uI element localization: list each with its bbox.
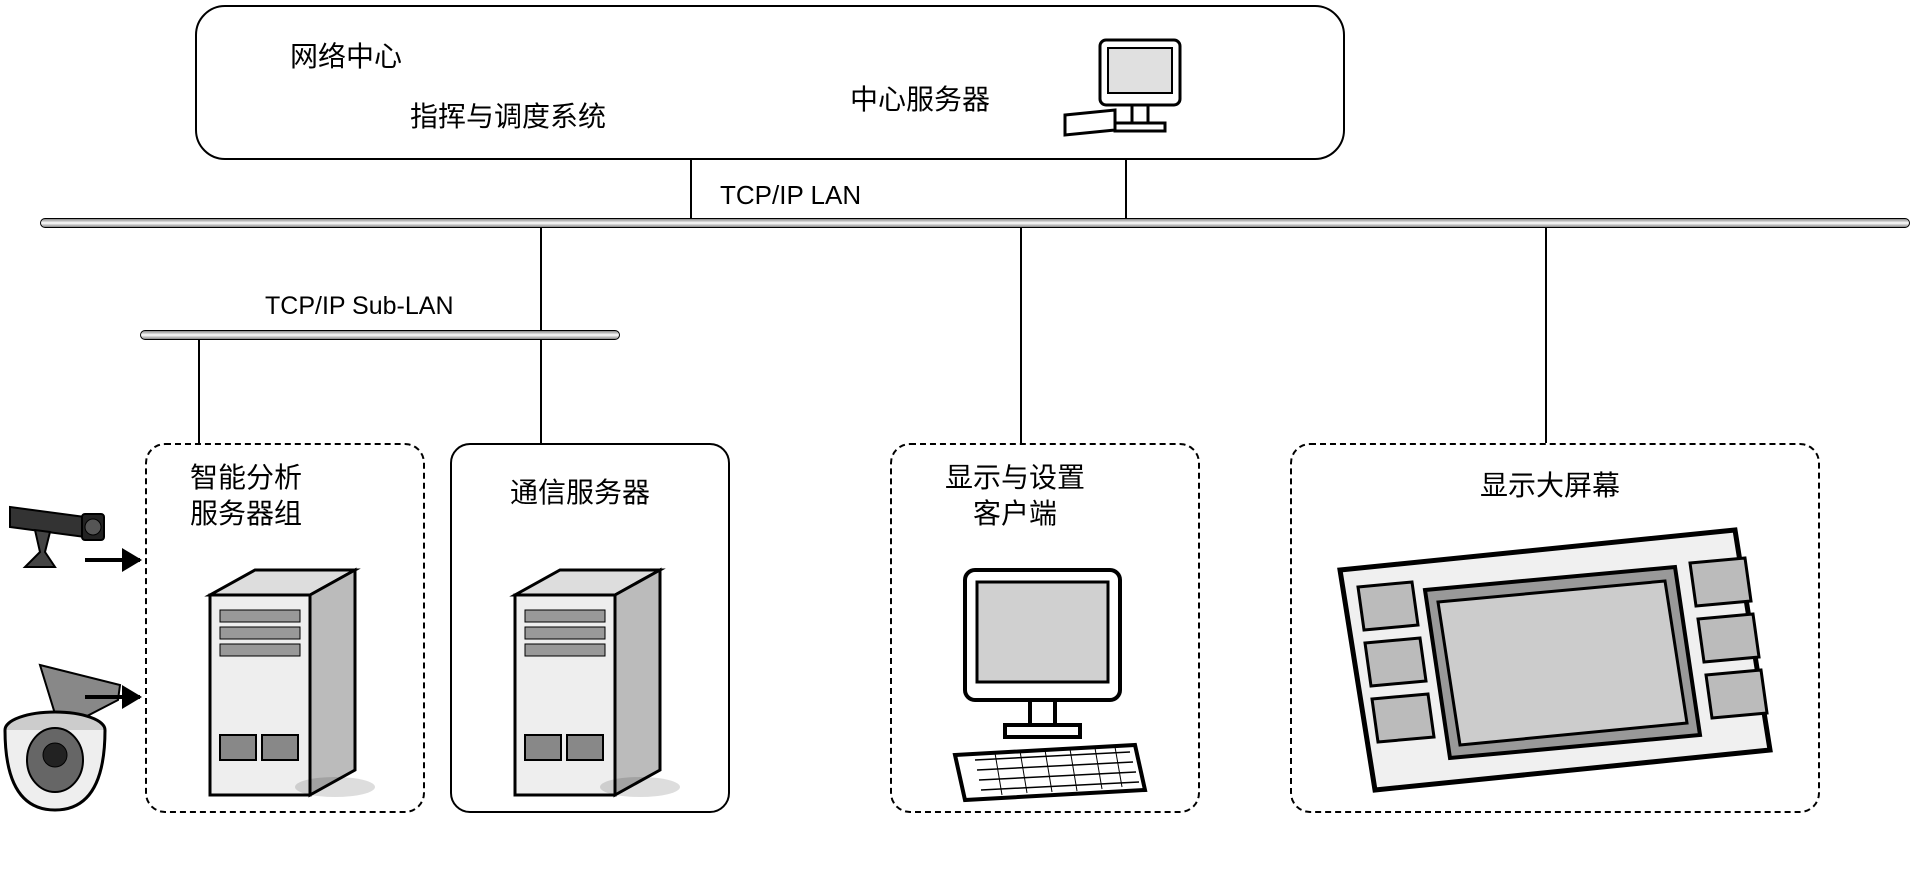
connector-line: [1020, 228, 1022, 443]
bigscreen-label: 显示大屏幕: [1480, 468, 1620, 504]
connector-line: [540, 228, 542, 330]
client-icon: [935, 560, 1155, 815]
connector-line: [198, 340, 200, 443]
main-lan-bar: [40, 218, 1910, 228]
network-diagram: 网络中心 指挥与调度系统 中心服务器 TCP/IP LAN TCP/IP Sub…: [0, 0, 1929, 887]
main-lan-label: TCP/IP LAN: [720, 180, 861, 211]
client-label: 显示与设置客户端: [945, 460, 1085, 533]
bigscreen-icon: [1330, 525, 1790, 810]
connector-line: [1545, 228, 1547, 443]
center-server-label: 中心服务器: [850, 78, 990, 118]
sub-lan-bar: [140, 330, 620, 340]
connector-line: [540, 340, 542, 443]
comm-label: 通信服务器: [510, 475, 650, 511]
network-center-title: 网络中心: [290, 35, 402, 75]
network-center-subtitle: 指挥与调度系统: [410, 95, 606, 135]
analysis-icon: [190, 555, 380, 810]
camera-arrow-1: [85, 558, 140, 562]
dome-camera-icon: [0, 660, 130, 825]
connector-line: [690, 160, 692, 218]
box-camera-icon: [0, 492, 110, 577]
analysis-label: 智能分析服务器组: [190, 460, 302, 533]
connector-line: [1125, 160, 1127, 218]
comm-icon: [495, 555, 685, 810]
center-server-icon: [1060, 35, 1190, 155]
sub-lan-label: TCP/IP Sub-LAN: [265, 292, 454, 321]
camera-arrow-2: [85, 695, 140, 699]
